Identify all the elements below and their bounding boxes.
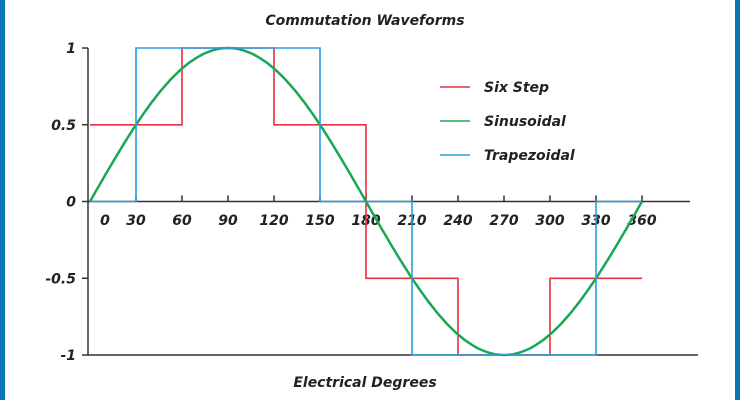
y-tick-label: 0	[66, 195, 76, 211]
y-tick-label: -0.5	[45, 271, 76, 287]
x-tick-label: 360	[627, 213, 656, 229]
x-axis-label: Electrical Degrees	[293, 375, 436, 391]
x-tick-label: 150	[305, 213, 334, 229]
y-tick-label: -1	[60, 348, 76, 364]
x-tick-label: 60	[172, 213, 192, 229]
y-tick-label: 0.5	[51, 118, 76, 134]
y-tick-label: 1	[66, 41, 76, 57]
x-tick-label: 120	[259, 213, 288, 229]
x-tick-label: 270	[489, 213, 518, 229]
x-tick-label: 90	[218, 213, 238, 229]
x-tick-label: 30	[126, 213, 146, 229]
legend-label: Sinusoidal	[484, 114, 566, 130]
legend-label: Trapezoidal	[484, 148, 575, 164]
right-border	[735, 0, 740, 400]
x-tick-label: 240	[443, 213, 472, 229]
x-tick-label: 300	[535, 213, 564, 229]
left-border	[0, 0, 5, 400]
chart-title: Commutation Waveforms	[265, 13, 464, 29]
series-trapezoidal	[90, 47, 642, 356]
x-tick-label: 0	[100, 213, 110, 229]
legend-label: Six Step	[484, 80, 549, 96]
